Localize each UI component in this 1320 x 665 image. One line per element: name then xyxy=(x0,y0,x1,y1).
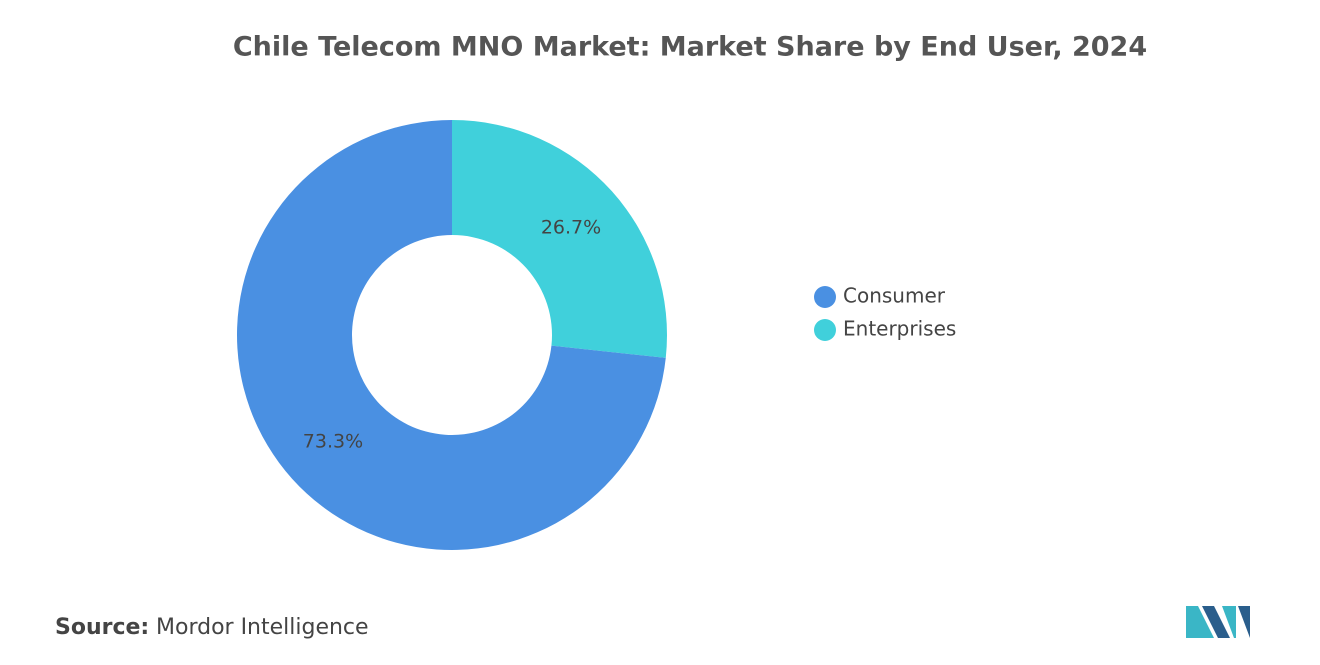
data-label: 73.3% xyxy=(303,430,363,452)
source: Mordor Intelligence xyxy=(156,615,369,640)
legend-label: Enterprises xyxy=(843,317,956,341)
donut-slice xyxy=(236,120,666,551)
legend-marker xyxy=(814,286,836,308)
data-label: 26.7% xyxy=(541,217,601,239)
legend-label: Consumer xyxy=(843,284,946,308)
legend-marker xyxy=(814,319,836,341)
chart-title: Chile Telecom MNO Market: Market Share b… xyxy=(233,32,1147,63)
donut-slice xyxy=(452,120,667,358)
source-label: Source: xyxy=(55,615,149,640)
logo xyxy=(1186,606,1250,638)
